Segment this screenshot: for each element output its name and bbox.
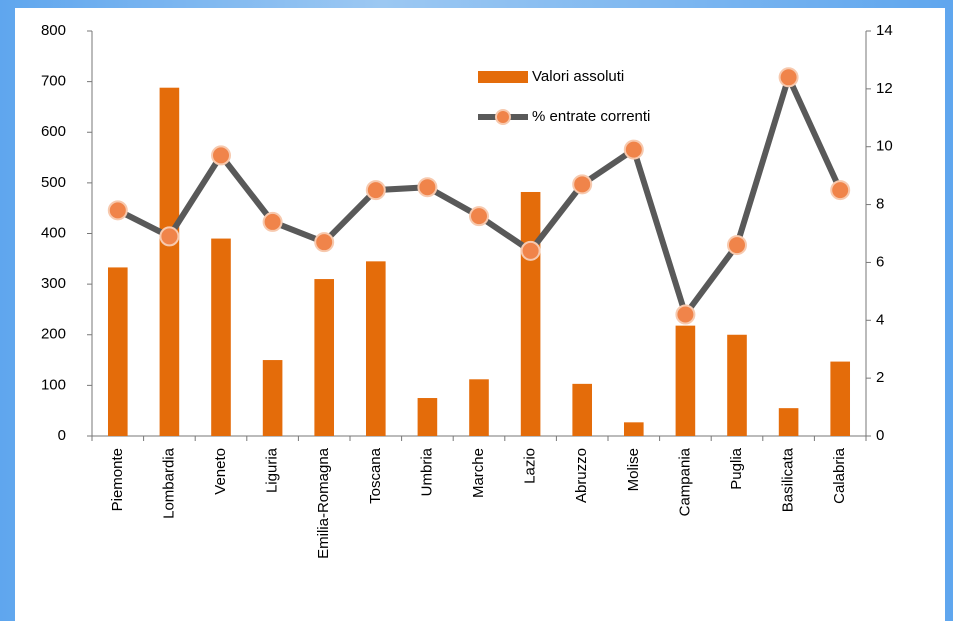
y2-tick-label: 0 <box>876 427 884 444</box>
y-tick-label: 0 <box>58 427 66 444</box>
bar <box>365 261 386 436</box>
y-tick-label: 700 <box>41 73 66 90</box>
x-tick-label: Puglia <box>728 447 745 489</box>
x-tick-label: Campania <box>676 447 693 516</box>
x-tick-label: Basilicata <box>780 447 797 512</box>
bar <box>417 398 438 436</box>
x-tick-label: Toscana <box>367 447 384 504</box>
bar <box>211 238 231 436</box>
bar <box>778 408 799 436</box>
line-marker <box>365 180 386 201</box>
y-tick-label: 200 <box>41 326 66 343</box>
legend-label: % entrate correnti <box>532 108 650 125</box>
y-tick-label: 800 <box>41 22 66 39</box>
x-tick-label: Abruzzo <box>573 448 590 503</box>
bar <box>469 379 489 436</box>
legend-label: Valori assoluti <box>532 68 624 85</box>
chart-panel <box>15 8 945 621</box>
line-marker <box>469 206 489 227</box>
bar <box>159 87 180 436</box>
bar <box>830 361 851 436</box>
line-marker <box>572 174 593 195</box>
x-tick-label: Emilia-Romagna <box>315 447 332 559</box>
y2-tick-label: 10 <box>876 138 893 155</box>
line-marker <box>830 180 851 201</box>
x-tick-label: Lazio <box>522 448 539 484</box>
bar <box>520 191 541 436</box>
x-tick-label: Piemonte <box>109 448 126 511</box>
line-marker <box>623 139 644 160</box>
bar <box>675 325 696 436</box>
bar <box>727 334 747 436</box>
bar <box>314 279 335 436</box>
line-marker <box>211 145 231 166</box>
y2-tick-label: 14 <box>876 22 893 39</box>
bar <box>262 360 283 436</box>
y-tick-label: 400 <box>41 224 66 241</box>
y2-tick-label: 6 <box>876 253 884 270</box>
y-tick-label: 600 <box>41 123 66 140</box>
line-marker <box>778 67 799 88</box>
x-tick-label: Liguria <box>264 447 281 493</box>
x-tick-label: Umbria <box>418 447 435 496</box>
x-tick-label: Marche <box>470 448 487 498</box>
line-marker <box>417 177 438 198</box>
x-tick-label: Veneto <box>212 448 229 495</box>
y-tick-label: 300 <box>41 275 66 292</box>
line-marker <box>675 304 696 325</box>
line-marker <box>159 226 180 247</box>
line-marker <box>520 240 541 261</box>
line-marker <box>262 211 283 232</box>
bar <box>623 422 644 436</box>
x-tick-label: Lombardia <box>160 447 177 519</box>
x-tick-label: Molise <box>625 448 642 491</box>
y2-tick-label: 12 <box>876 80 893 97</box>
x-tick-label: Calabria <box>831 447 848 504</box>
bar <box>572 383 593 436</box>
legend-swatch <box>478 71 528 83</box>
line-marker <box>727 235 747 256</box>
y2-tick-label: 8 <box>876 196 884 213</box>
y-tick-label: 500 <box>41 174 66 191</box>
line-marker <box>107 200 128 221</box>
legend-marker <box>495 109 511 125</box>
bar <box>107 267 128 436</box>
y2-tick-label: 2 <box>876 369 884 386</box>
y-tick-label: 100 <box>41 376 66 393</box>
line-marker <box>314 232 335 253</box>
y2-tick-label: 4 <box>876 311 884 328</box>
